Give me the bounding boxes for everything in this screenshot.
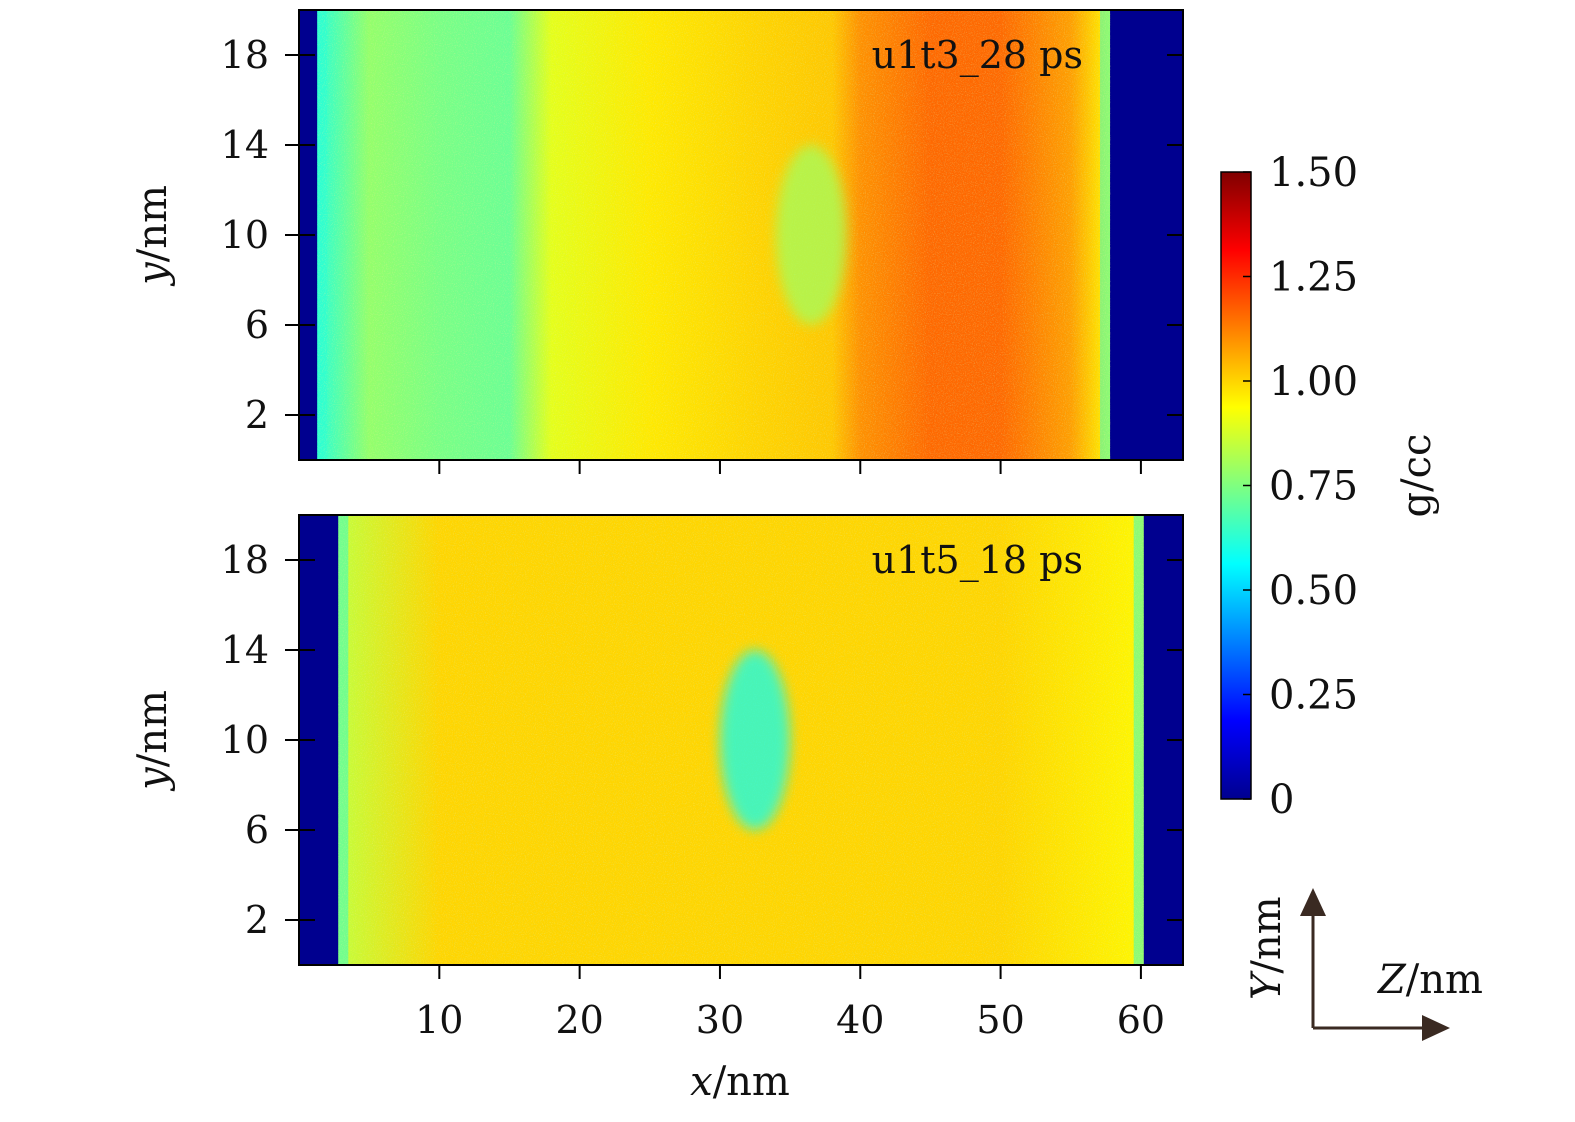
y-tick-label: 6 (245, 303, 269, 347)
panel-label: u1t3_28 ps (872, 33, 1083, 78)
bottom-heatmap-panel: 2 6 10 14 18 10 20 30 40 50 60 u1t5_18 ps y/nm (130, 514, 1184, 1042)
colorbar-tick-label: 1.00 (1269, 359, 1358, 405)
y-tick-label: 6 (245, 808, 269, 852)
z-direction-arrowhead (1422, 1015, 1450, 1041)
colorbar-tick-label: 0.50 (1269, 568, 1358, 614)
y-tick-label: 2 (245, 898, 269, 942)
colorbar-tick-label: 1.50 (1269, 150, 1358, 196)
panel-label: u1t5_18 ps (872, 538, 1083, 583)
density-speckle-cool (317, 10, 1111, 460)
y-axis-title: y/nm (130, 690, 176, 792)
colorbar-tick-label: 0 (1269, 777, 1294, 823)
x-axis-title: x/nm (690, 1059, 790, 1105)
x-tick-label: 30 (696, 998, 744, 1042)
colorbar-tick-label: 1.25 (1269, 255, 1358, 301)
orientation-axes-indicator: Y/nm Z/nm (1244, 888, 1483, 1041)
x-tick-label: 10 (415, 998, 463, 1042)
y-tick-label: 14 (221, 628, 269, 672)
y-tick-label: 10 (221, 718, 269, 762)
y-tick-label: 18 (221, 538, 269, 582)
y-tick-label: 2 (245, 393, 269, 437)
horizontal-direction-label: Z/nm (1376, 957, 1483, 1003)
void-feature (776, 145, 847, 325)
y-tick-label: 14 (221, 123, 269, 167)
y-tick-label: 10 (221, 213, 269, 257)
y-direction-arrowhead (1300, 888, 1326, 916)
y-tick-label: 18 (221, 33, 269, 77)
top-heatmap-panel: 2 6 10 14 18 u1t3_28 ps y/nm (130, 9, 1184, 474)
density-colorbar: 0 0.25 0.50 0.75 1.00 1.25 1.50 g/cc (1220, 150, 1440, 823)
void-feature (719, 650, 791, 830)
x-tick-label: 20 (555, 998, 603, 1042)
vertical-direction-label: Y/nm (1244, 896, 1290, 1000)
x-tick-label: 40 (836, 998, 884, 1042)
x-tick-label: 60 (1117, 998, 1165, 1042)
colorbar-label: g/cc (1394, 434, 1440, 518)
colorbar-tick-label: 0.25 (1269, 673, 1358, 719)
y-axis-title: y/nm (130, 185, 176, 287)
colorbar-tick-label: 0.75 (1269, 464, 1358, 510)
x-tick-label: 50 (976, 998, 1024, 1042)
